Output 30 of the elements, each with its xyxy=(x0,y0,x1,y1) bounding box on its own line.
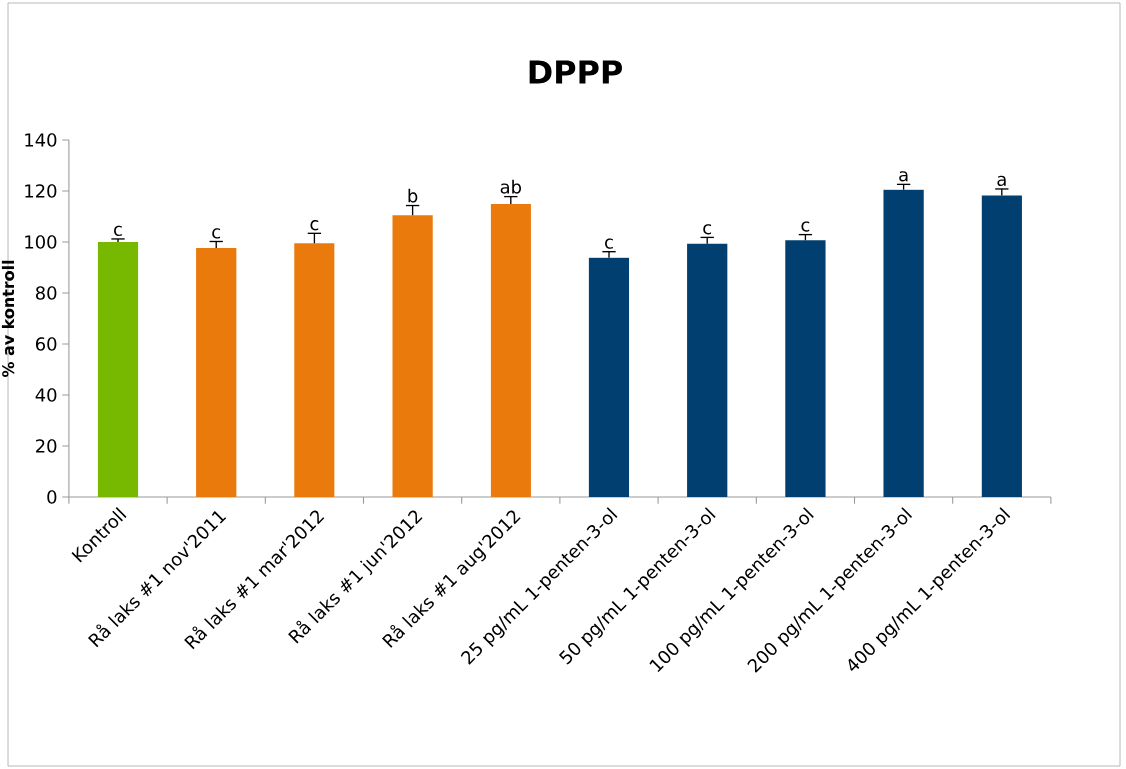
annotation: c xyxy=(212,228,221,239)
y-tick-label: 60 xyxy=(35,337,57,351)
y-tick-label: 0 xyxy=(47,490,57,504)
annotation: c xyxy=(801,221,810,232)
bar xyxy=(687,243,728,497)
annotation: a xyxy=(997,175,1006,187)
y-tick-label: 40 xyxy=(35,388,57,402)
bar xyxy=(97,242,139,497)
bar xyxy=(981,195,1022,497)
bar xyxy=(294,243,335,497)
bar xyxy=(490,204,531,497)
y-tick-label: 120 xyxy=(25,184,57,198)
annotation: a xyxy=(899,171,908,182)
bar xyxy=(785,240,826,497)
annotation: c xyxy=(605,238,613,249)
annotation: b xyxy=(408,188,418,203)
chart-title: DPPP xyxy=(529,60,622,84)
annotation: c xyxy=(703,224,712,235)
y-axis-title: % av kontroll xyxy=(1,260,15,377)
y-tick-label: 100 xyxy=(25,235,57,249)
bar xyxy=(196,248,237,497)
bar xyxy=(883,189,924,497)
y-tick-label: 140 xyxy=(25,133,57,147)
bar xyxy=(588,257,630,497)
y-tick-label: 80 xyxy=(35,286,57,300)
annotation: c xyxy=(310,220,319,231)
bar xyxy=(392,215,433,497)
annotation: c xyxy=(114,225,122,236)
y-tick-label: 20 xyxy=(36,439,57,453)
annotation: ab xyxy=(500,179,522,194)
